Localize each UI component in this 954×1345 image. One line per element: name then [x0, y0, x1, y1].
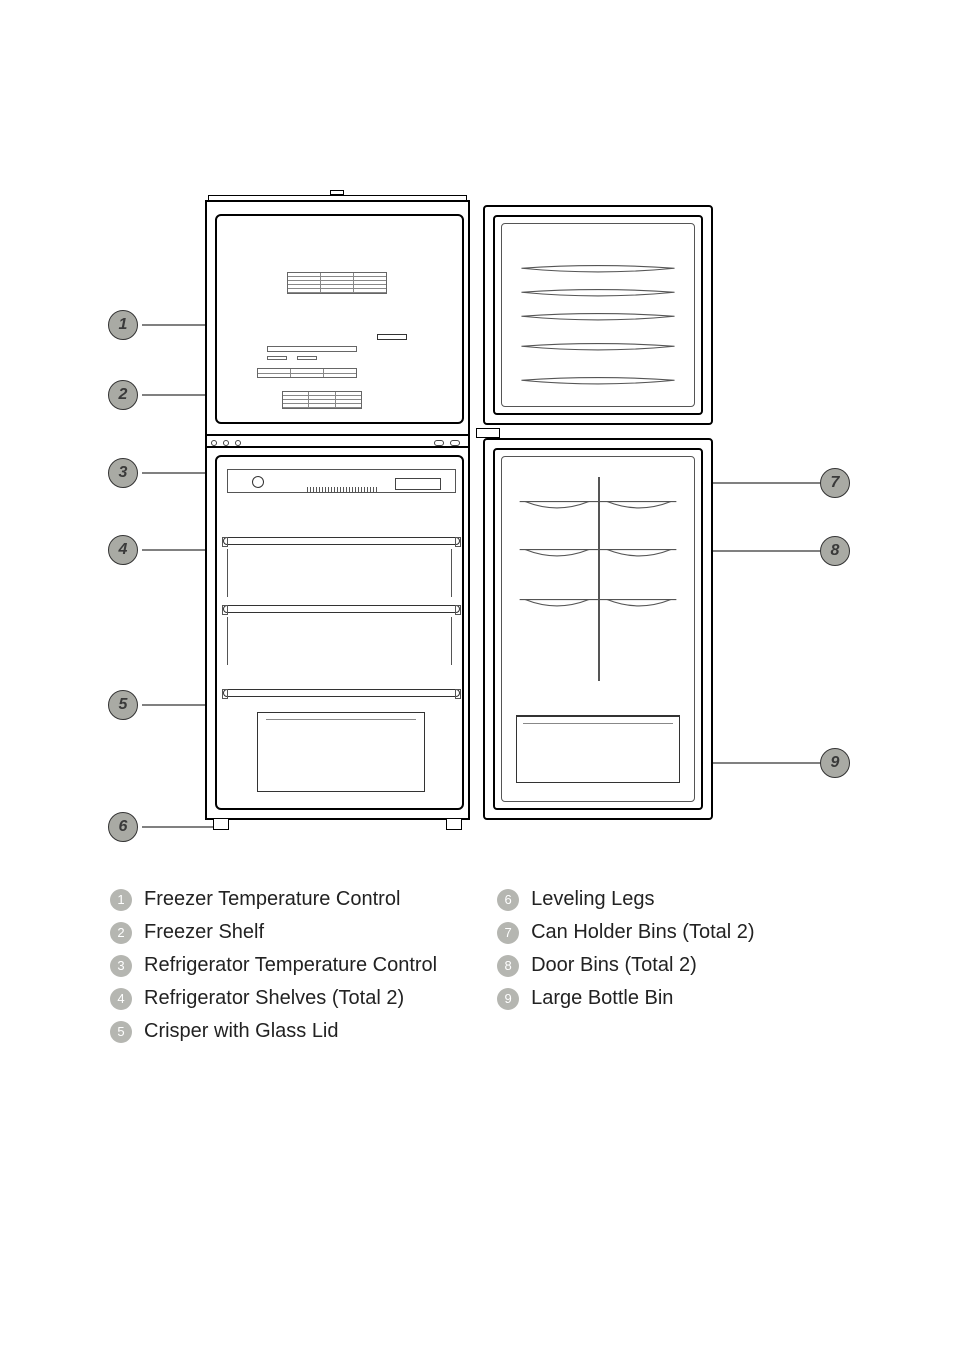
callout-badge: 5 — [108, 690, 138, 720]
door-gasket — [493, 448, 703, 810]
legend-item: 1 Freezer Temperature Control — [110, 888, 437, 911]
legend-badge: 1 — [110, 889, 132, 911]
legend-item: 4 Refrigerator Shelves (Total 2) — [110, 987, 437, 1010]
legend-column-right: 6 Leveling Legs 7 Can Holder Bins (Total 2)… — [497, 888, 754, 1043]
legend-label: Door Bins (Total 2) — [531, 954, 697, 977]
callout-badge: 1 — [108, 310, 138, 340]
freezer-evaporator-top — [287, 272, 387, 294]
legend-label: Freezer Shelf — [144, 921, 264, 944]
callout-badge: 8 — [820, 536, 850, 566]
can-holder-row — [516, 288, 680, 302]
door-gasket — [493, 215, 703, 415]
legend-badge: 8 — [497, 955, 519, 977]
freezer-tray — [257, 368, 357, 378]
freezer-slots-b — [297, 356, 317, 360]
can-holder-row — [516, 264, 680, 278]
legend-item: 8 Door Bins (Total 2) — [497, 954, 754, 977]
legend-label: Leveling Legs — [531, 888, 654, 911]
crisper-drawer — [257, 712, 425, 792]
hinge-bar — [207, 434, 468, 448]
callout-badge: 2 — [108, 380, 138, 410]
can-holder-row — [516, 312, 680, 326]
legend-item: 3 Refrigerator Temperature Control — [110, 954, 437, 977]
legend-label: Refrigerator Temperature Control — [144, 954, 437, 977]
freezer-mid-slot — [267, 346, 357, 352]
legend-item: 5 Crisper with Glass Lid — [110, 1020, 437, 1043]
freezer-temp-control — [377, 334, 407, 340]
refrigerator-shelf — [223, 537, 460, 545]
legend-label: Crisper with Glass Lid — [144, 1020, 339, 1043]
large-bottle-bin — [516, 715, 680, 783]
legend-badge: 5 — [110, 1021, 132, 1043]
light-cover — [395, 478, 441, 490]
callout-badge: 7 — [820, 468, 850, 498]
callout-badge: 3 — [108, 458, 138, 488]
leveling-leg — [446, 818, 462, 830]
legend-item: 7 Can Holder Bins (Total 2) — [497, 921, 754, 944]
freezer-slots — [267, 356, 287, 360]
legend-badge: 2 — [110, 922, 132, 944]
legend-label: Large Bottle Bin — [531, 987, 673, 1010]
door-liner — [501, 456, 695, 802]
callout-badge: 6 — [108, 812, 138, 842]
legend-badge: 6 — [497, 889, 519, 911]
door-bin-row — [516, 595, 680, 615]
can-holder-row — [516, 376, 680, 390]
freezer-compartment — [215, 214, 464, 424]
callout-badge: 9 — [820, 748, 850, 778]
legend-column-left: 1 Freezer Temperature Control 2 Freezer She… — [110, 888, 437, 1043]
legend-badge: 9 — [497, 988, 519, 1010]
fridge-door — [483, 438, 713, 820]
legend-item: 9 Large Bottle Bin — [497, 987, 754, 1010]
diagram-area: 123456 789 — [100, 190, 854, 836]
legend-badge: 3 — [110, 955, 132, 977]
can-holder-row — [516, 342, 680, 356]
legend-item: 6 Leveling Legs — [497, 888, 754, 911]
freezer-door — [483, 205, 713, 425]
door-hinge-icon — [476, 428, 500, 438]
legend-label: Freezer Temperature Control — [144, 888, 400, 911]
refrigerator-shelf — [223, 605, 460, 613]
legend-badge: 4 — [110, 988, 132, 1010]
door-bin-row — [516, 497, 680, 517]
leveling-leg — [213, 818, 229, 830]
callout-badge: 4 — [108, 535, 138, 565]
parts-legend: 1 Freezer Temperature Control 2 Freezer She… — [110, 888, 870, 1043]
legend-item: 2 Freezer Shelf — [110, 921, 437, 944]
freezer-shelf — [282, 391, 362, 409]
legend-label: Can Holder Bins (Total 2) — [531, 921, 754, 944]
fridge-body — [205, 200, 470, 820]
legend-label: Refrigerator Shelves (Total 2) — [144, 987, 404, 1010]
vent-icon — [307, 487, 377, 493]
refrigerator-compartment — [215, 455, 464, 810]
legend-badge: 7 — [497, 922, 519, 944]
temperature-dial-icon — [252, 476, 264, 488]
door-liner — [501, 223, 695, 407]
door-bin-row — [516, 545, 680, 565]
crisper-glass-lid — [223, 689, 460, 697]
